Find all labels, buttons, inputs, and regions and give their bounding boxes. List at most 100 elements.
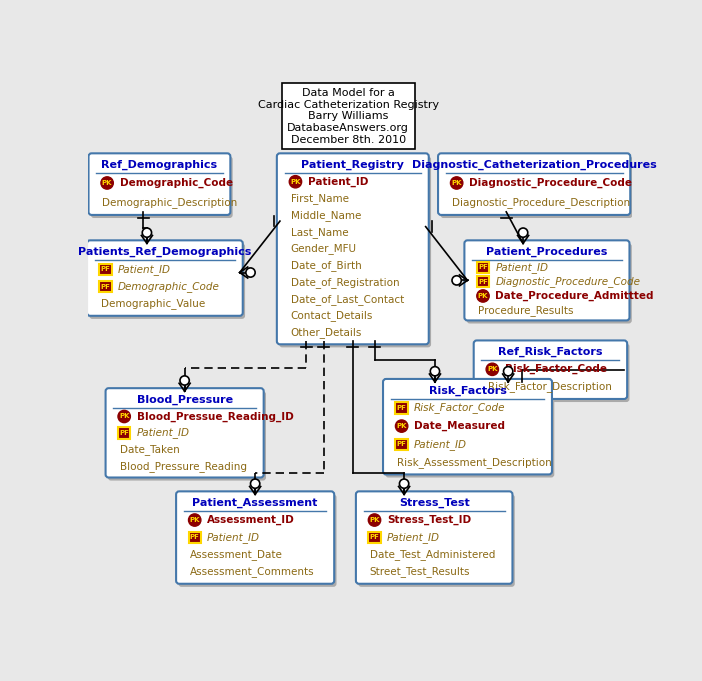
Circle shape	[251, 479, 260, 488]
Text: Stress_Test_ID: Stress_Test_ID	[387, 515, 471, 525]
Text: Other_Details: Other_Details	[291, 328, 362, 338]
Text: Street_Test_Results: Street_Test_Results	[370, 567, 470, 577]
Text: PK: PK	[369, 517, 380, 523]
FancyBboxPatch shape	[100, 264, 112, 274]
Text: First_Name: First_Name	[291, 193, 349, 204]
FancyBboxPatch shape	[474, 340, 627, 399]
Text: Diagnostic_Catheterization_Procedures: Diagnostic_Catheterization_Procedures	[412, 160, 656, 170]
Text: Patient_Registry: Patient_Registry	[301, 160, 404, 170]
FancyBboxPatch shape	[476, 343, 630, 402]
Text: PF: PF	[190, 535, 199, 540]
Circle shape	[486, 363, 498, 375]
Text: Diagnostic_Procedure_Code: Diagnostic_Procedure_Code	[469, 178, 632, 188]
Text: Patient_ID: Patient_ID	[414, 439, 467, 449]
Text: PF: PF	[397, 441, 406, 447]
FancyBboxPatch shape	[118, 428, 131, 439]
Circle shape	[289, 176, 302, 188]
Text: Patient_ID: Patient_ID	[308, 176, 369, 187]
Circle shape	[101, 177, 113, 189]
Circle shape	[246, 268, 255, 277]
Text: PK: PK	[478, 293, 489, 299]
FancyBboxPatch shape	[176, 492, 334, 584]
Text: Procedure_Results: Procedure_Results	[478, 305, 574, 316]
Circle shape	[503, 366, 513, 376]
Text: Diagnostic_Procedure_Description: Diagnostic_Procedure_Description	[452, 197, 630, 208]
FancyBboxPatch shape	[395, 439, 408, 449]
Text: PF: PF	[100, 266, 110, 272]
Circle shape	[143, 228, 152, 237]
Text: Patient_ID: Patient_ID	[137, 428, 190, 439]
Text: Demographic_Description: Demographic_Description	[102, 197, 238, 208]
Text: PF: PF	[119, 430, 129, 436]
Text: Patient_Assessment: Patient_Assessment	[192, 498, 318, 508]
FancyBboxPatch shape	[91, 157, 232, 218]
FancyBboxPatch shape	[395, 402, 408, 413]
Text: Date_Measured: Date_Measured	[414, 421, 505, 431]
Text: Diagnostic_Procedure_Code: Diagnostic_Procedure_Code	[496, 276, 640, 287]
Text: Date_of_Registration: Date_of_Registration	[291, 277, 399, 288]
Text: PK: PK	[451, 180, 462, 186]
FancyBboxPatch shape	[477, 262, 489, 273]
Text: Patients_Ref_Demographics: Patients_Ref_Demographics	[78, 247, 251, 257]
Circle shape	[180, 376, 190, 385]
FancyBboxPatch shape	[358, 494, 515, 587]
FancyBboxPatch shape	[440, 157, 633, 218]
Text: Date_Taken: Date_Taken	[119, 444, 179, 455]
Text: Risk_Assessment_Description: Risk_Assessment_Description	[397, 457, 552, 468]
Text: PK: PK	[102, 180, 112, 186]
Text: Blood_Pressue_Reading_ID: Blood_Pressue_Reading_ID	[137, 411, 293, 422]
FancyBboxPatch shape	[89, 243, 245, 319]
FancyBboxPatch shape	[356, 492, 512, 584]
Text: Risk_Factor_Code: Risk_Factor_Code	[505, 364, 607, 375]
Text: Risk_Factor_Code: Risk_Factor_Code	[414, 402, 505, 413]
Text: Date_of_Birth: Date_of_Birth	[291, 260, 362, 271]
FancyBboxPatch shape	[87, 240, 243, 316]
Text: Date_of_Last_Contact: Date_of_Last_Contact	[291, 294, 404, 304]
Text: Date_Procedure_Admittted: Date_Procedure_Admittted	[496, 291, 654, 301]
Text: Date_Test_Administered: Date_Test_Administered	[370, 550, 495, 560]
Text: Gender_MFU: Gender_MFU	[291, 243, 357, 254]
Text: Demographic_Code: Demographic_Code	[119, 178, 232, 188]
Text: Patient_ID: Patient_ID	[207, 532, 260, 543]
FancyBboxPatch shape	[467, 243, 632, 323]
FancyBboxPatch shape	[189, 532, 201, 543]
Text: Contact_Details: Contact_Details	[291, 311, 373, 321]
Text: PK: PK	[397, 423, 407, 429]
Text: Risk_Factor_Description: Risk_Factor_Description	[488, 381, 611, 392]
Circle shape	[477, 290, 489, 302]
Text: Assessment_ID: Assessment_ID	[207, 515, 295, 525]
Text: Last_Name: Last_Name	[291, 227, 348, 238]
Text: PF: PF	[397, 405, 406, 411]
Text: PK: PK	[290, 178, 300, 185]
Text: Assessment_Date: Assessment_Date	[190, 550, 283, 560]
Circle shape	[118, 411, 131, 423]
FancyBboxPatch shape	[88, 153, 230, 215]
Text: Blood_Pressure_Reading: Blood_Pressure_Reading	[119, 460, 246, 472]
FancyBboxPatch shape	[282, 83, 415, 150]
Text: Risk_Factors: Risk_Factors	[428, 385, 506, 396]
Circle shape	[430, 366, 439, 376]
Text: PK: PK	[119, 413, 129, 419]
Text: Ref_Risk_Factors: Ref_Risk_Factors	[498, 347, 603, 357]
Text: Patient_ID: Patient_ID	[387, 532, 440, 543]
FancyBboxPatch shape	[438, 153, 630, 215]
Circle shape	[189, 514, 201, 526]
FancyBboxPatch shape	[383, 379, 552, 475]
Text: Demographic_Code: Demographic_Code	[118, 281, 220, 292]
Text: PK: PK	[487, 366, 498, 373]
Circle shape	[399, 479, 409, 488]
FancyBboxPatch shape	[465, 240, 630, 321]
FancyBboxPatch shape	[477, 276, 489, 287]
Text: Data Model for a
Cardiac Catheterization Registry
Barry Williams
DatabaseAnswers: Data Model for a Cardiac Catheterization…	[258, 88, 439, 144]
Text: Middle_Name: Middle_Name	[291, 210, 361, 221]
FancyBboxPatch shape	[369, 532, 380, 543]
FancyBboxPatch shape	[178, 494, 336, 587]
Circle shape	[451, 177, 463, 189]
Circle shape	[395, 420, 408, 432]
FancyBboxPatch shape	[277, 153, 429, 345]
Text: Ref_Demographics: Ref_Demographics	[101, 160, 218, 170]
Text: Stress_Test: Stress_Test	[399, 498, 470, 508]
Text: PF: PF	[369, 535, 380, 540]
Text: Patient_ID: Patient_ID	[118, 264, 171, 274]
FancyBboxPatch shape	[385, 382, 555, 477]
